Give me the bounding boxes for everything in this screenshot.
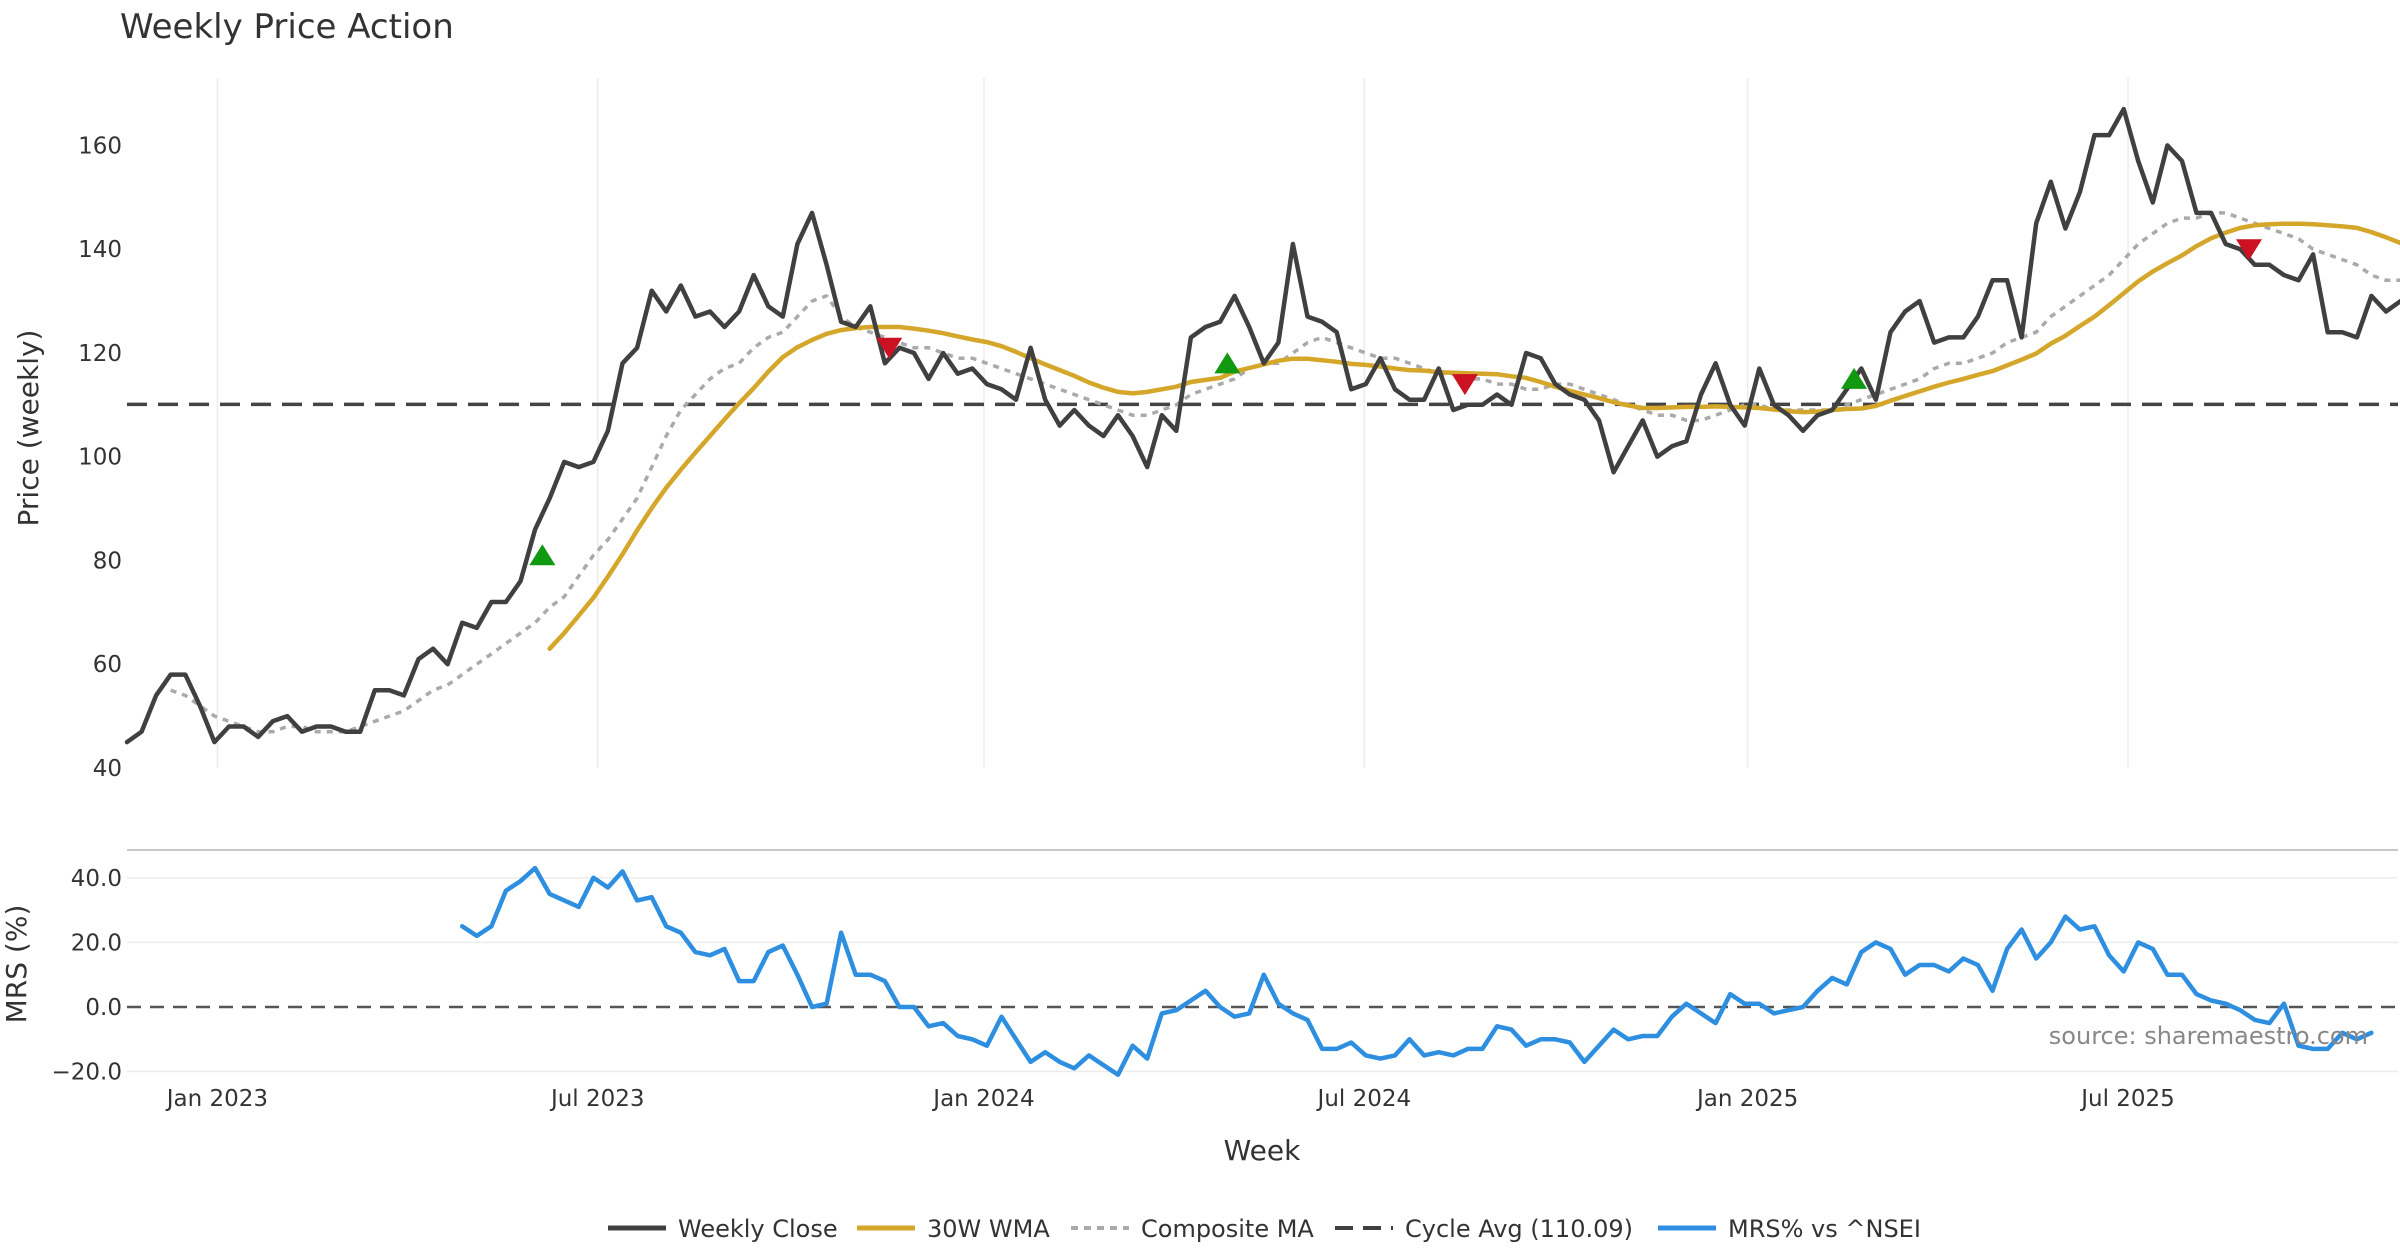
buy-signal-marker — [529, 544, 556, 566]
x-tick-label: Jan 2024 — [931, 1086, 1034, 1112]
price-y-tick-label: 80 — [93, 548, 122, 574]
mrs-y-tick-label: −20.0 — [52, 1060, 122, 1086]
legend-label: Composite MA — [1141, 1215, 1314, 1243]
buy-signal-marker — [1214, 352, 1241, 374]
wma-30w-line — [547, 221, 2400, 651]
weekly-close-line — [124, 106, 2400, 745]
x-tick-label: Jan 2023 — [165, 1086, 268, 1112]
signals — [529, 239, 2263, 566]
legend-label: Weekly Close — [678, 1215, 838, 1243]
composite-ma-line — [170, 211, 2400, 734]
x-tick-label: Jan 2025 — [1695, 1086, 1798, 1112]
sell-signal-marker — [876, 337, 903, 359]
legend-label: MRS% vs ^NSEI — [1728, 1215, 1921, 1243]
price-y-axis-title: Price (weekly) — [12, 330, 45, 527]
price-y-tick-label: 140 — [78, 237, 122, 263]
price-y-tick-label: 100 — [78, 445, 122, 471]
x-tick-label: Jul 2023 — [549, 1086, 645, 1112]
axes: Jan 2023 Jul 2023 Jan 2024 Jul 2024 Jan 2025… — [52, 133, 2175, 1112]
buy-signal-marker — [1841, 367, 1868, 389]
sell-signal-marker — [2236, 239, 2263, 261]
x-tick-label: Jul 2024 — [1316, 1086, 1412, 1112]
sell-signal-marker — [1451, 374, 1478, 396]
legend: Weekly Close 30W WMA Composite MA Cycle Avg… — [608, 1215, 1921, 1243]
source-credit: source: sharemaestro.com — [2049, 1022, 2368, 1050]
mrs-line — [459, 865, 2374, 1078]
price-y-tick-label: 60 — [93, 652, 122, 678]
price-y-tick-label: 40 — [93, 756, 122, 782]
legend-label: 30W WMA — [927, 1215, 1050, 1243]
legend-label: Cycle Avg (110.09) — [1405, 1215, 1633, 1243]
mrs-y-tick-label: 0.0 — [85, 995, 122, 1021]
grid — [127, 78, 2398, 1073]
price-y-tick-label: 160 — [78, 133, 122, 159]
x-tick-label: Jul 2025 — [2079, 1086, 2175, 1112]
mrs-y-axis-title: MRS (%) — [0, 905, 33, 1024]
series — [124, 106, 2400, 1078]
price-y-tick-label: 120 — [78, 341, 122, 367]
mrs-y-tick-label: 20.0 — [71, 930, 122, 956]
mrs-y-tick-label: 40.0 — [71, 866, 122, 892]
chart-title: Weekly Price Action — [120, 7, 454, 47]
x-axis-title: Week — [1224, 1134, 1301, 1167]
